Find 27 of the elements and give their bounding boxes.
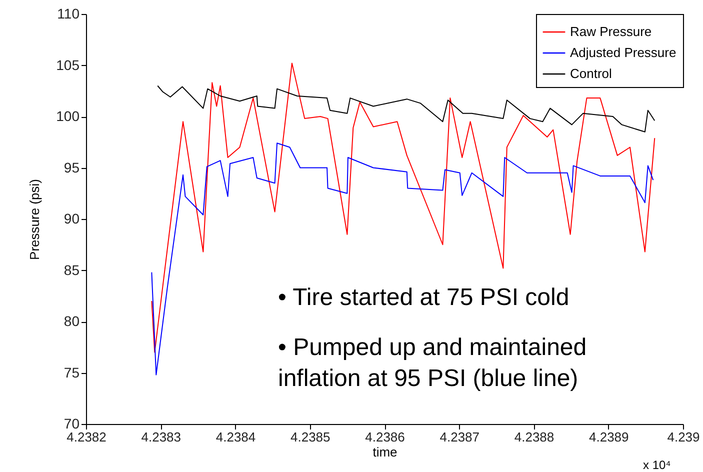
y-tick-label: 110 <box>57 6 80 22</box>
legend-label: Adjusted Pressure <box>570 45 676 60</box>
x-tick-label: 4.2389 <box>588 430 629 444</box>
y-tick-label: 85 <box>64 262 80 278</box>
y-tick-label: 80 <box>64 313 80 329</box>
x-tick-label: 4.2383 <box>141 430 182 444</box>
x-tick-label: 4.2384 <box>216 430 256 444</box>
x-axis-title: time <box>372 444 398 460</box>
legend-label: Control <box>570 66 612 81</box>
annotation: • Pumped up and maintained inflation at 95 PSI (blue line) <box>278 334 587 392</box>
legend-label: Raw Pressure <box>570 24 652 39</box>
line-series <box>157 85 656 132</box>
x-tick-label: 4.2388 <box>514 430 554 444</box>
x-tick-label: 4.2385 <box>290 430 330 444</box>
text: x 10⁴ <box>643 458 671 472</box>
annotation: • Tire started at 75 PSI cold <box>278 284 570 311</box>
y-tick-label: 70 <box>64 416 80 432</box>
x-tick-label: 4.2382 <box>66 430 106 444</box>
y-tick-label: 75 <box>64 364 80 380</box>
x-tick-label: 4.239 <box>667 430 700 444</box>
x-tick-label: 4.2386 <box>365 430 405 444</box>
x-tick-label: 4.2387 <box>440 430 480 444</box>
y-tick-label: 95 <box>64 159 80 176</box>
y-axis-title: Pressure (psi) <box>27 179 42 260</box>
y-tick-label: 105 <box>56 56 80 73</box>
y-tick-label: 100 <box>56 108 80 124</box>
y-tick-label: 90 <box>64 210 80 226</box>
